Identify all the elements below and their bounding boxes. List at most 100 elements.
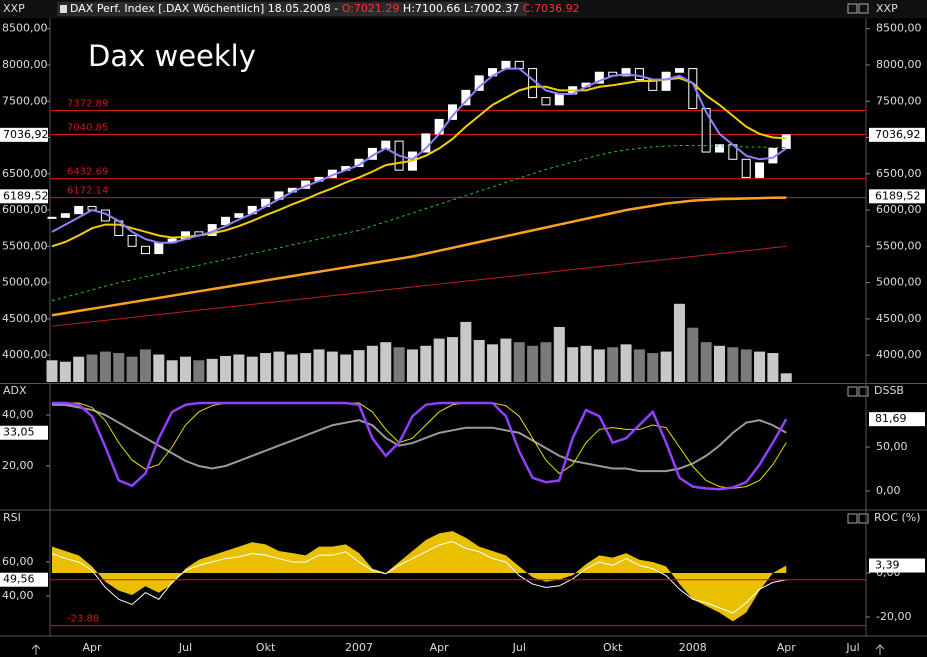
candle-body <box>501 60 511 70</box>
volume-bar <box>447 337 458 382</box>
high: H:7100.66 <box>403 2 460 15</box>
close-button[interactable] <box>858 3 869 14</box>
volume-bar <box>673 303 685 382</box>
y-tick-label-right: 5000,00 <box>876 276 922 289</box>
volume-bar <box>393 347 405 382</box>
candle-body <box>688 68 698 110</box>
volume-bar <box>220 355 232 382</box>
volume-bar <box>340 354 352 382</box>
candle-body <box>528 68 538 99</box>
volume-bar <box>487 344 499 382</box>
minimize-button[interactable] <box>847 513 858 524</box>
x-tick-label: Apr <box>83 641 103 654</box>
line <box>52 403 787 473</box>
y-tick-label: 6500,00 <box>2 167 48 180</box>
x-tick-label: Jul <box>512 641 526 654</box>
volume-bar <box>126 356 138 382</box>
instrument-icon[interactable] <box>60 5 67 13</box>
y-label-right: XXP <box>876 2 898 15</box>
y-tick-label: 8500,00 <box>2 22 48 35</box>
candle-body <box>74 205 84 215</box>
volume-bar <box>754 351 766 382</box>
volume-bar <box>46 360 58 382</box>
scroll-arrows[interactable] <box>31 644 885 655</box>
y-tick-label-right: 8000,00 <box>876 58 922 71</box>
open: O:7021.29 <box>342 2 400 15</box>
y-tick-label: 20,00 <box>2 459 34 472</box>
volume-bar <box>73 356 85 382</box>
level-label: 6172.14 <box>67 186 108 197</box>
volume-bar <box>353 350 365 382</box>
volume-bar <box>59 361 71 382</box>
x-tick-label: Apr <box>430 641 450 654</box>
y-tick-label-right: 8500,00 <box>876 22 922 35</box>
value-tag <box>0 425 48 440</box>
date: 18.05.2008 - <box>268 2 338 15</box>
y-tick-label: 6000,00 <box>2 203 48 216</box>
y-tick-label: 60,00 <box>2 555 34 568</box>
volume-bar <box>180 356 191 382</box>
volume-bar <box>527 345 539 382</box>
volume-bar <box>473 340 485 382</box>
candle-body <box>60 213 70 218</box>
y-tick-label: 5500,00 <box>2 239 48 252</box>
value-tag <box>0 189 48 204</box>
volume-bar <box>260 353 272 382</box>
y-tick-label-right: 4500,00 <box>876 312 922 325</box>
volume-bar <box>313 349 325 382</box>
line <box>52 401 788 491</box>
close-button[interactable] <box>858 386 869 397</box>
minimize-button[interactable] <box>847 386 858 397</box>
value-tag-label: 33,05 <box>3 426 35 439</box>
candle-body <box>701 108 711 153</box>
candle-body <box>221 216 231 226</box>
candle-body <box>554 93 564 106</box>
window-buttons <box>847 3 869 524</box>
candle-body <box>47 216 57 219</box>
volume-bar <box>246 356 258 382</box>
panel-label-right: DSSB <box>874 384 904 397</box>
candle-body <box>127 234 137 247</box>
volume-bar <box>593 349 605 382</box>
value-tag-label: 7036,92 <box>3 128 49 141</box>
line <box>51 245 787 327</box>
minimize-button[interactable] <box>847 3 858 14</box>
x-tick-label: Okt <box>256 641 276 654</box>
candle-body <box>514 60 524 70</box>
candle-body <box>715 144 724 153</box>
y-tick-label-right: 6000,00 <box>876 203 922 216</box>
volume-bar <box>633 349 645 382</box>
volume-bar <box>193 360 205 382</box>
volume-bar <box>553 326 565 382</box>
y-tick-label: 7500,00 <box>2 94 48 107</box>
x-tick-label: 2007 <box>345 641 373 654</box>
close-button[interactable] <box>858 513 869 524</box>
volume-bar <box>406 349 418 382</box>
candle-body <box>234 213 244 218</box>
volume-bar <box>580 345 592 382</box>
line <box>51 196 787 317</box>
value-tag <box>869 127 925 142</box>
x-tick-label: Apr <box>777 641 797 654</box>
volume-bar <box>300 353 312 382</box>
y-label: XXP <box>3 2 25 15</box>
volume-bar <box>540 342 552 382</box>
x-tick-label: Jul <box>178 641 192 654</box>
value-tag <box>869 189 925 204</box>
y-tick-label-right: 4000,00 <box>876 348 922 361</box>
volume-bar <box>113 353 125 382</box>
value-tag-label: 6189,52 <box>3 189 49 202</box>
value-tag-label: 81,69 <box>875 412 907 425</box>
volume-bar <box>727 347 739 382</box>
value-tag-label: 3,39 <box>875 559 900 572</box>
line <box>51 145 787 302</box>
y2-tick-label: -20,00 <box>876 610 911 623</box>
volume-bar <box>273 351 285 382</box>
volume-bar <box>700 342 712 382</box>
volume-bar <box>647 353 659 382</box>
volume-bar <box>687 327 699 382</box>
candle-body <box>741 158 751 178</box>
candle-body <box>781 134 791 149</box>
candle-body <box>674 68 684 73</box>
